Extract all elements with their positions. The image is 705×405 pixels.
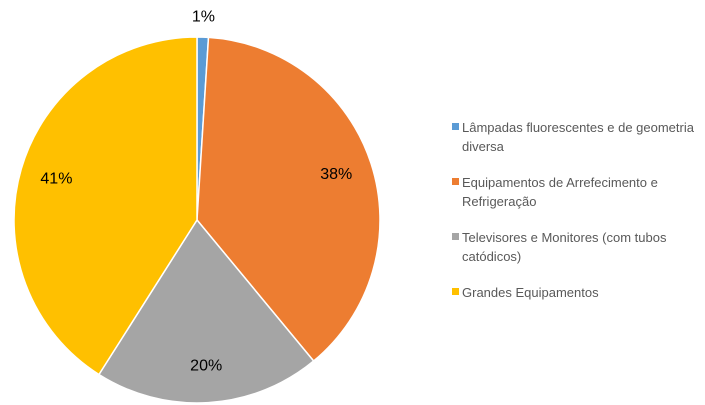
legend-label: Televisores e Monitores (com tubos catód… <box>462 230 667 264</box>
legend-swatch <box>452 123 459 130</box>
legend-item: Grandes Equipamentos <box>452 283 705 302</box>
pie-slice <box>13 36 198 376</box>
legend-item: Televisores e Monitores (com tubos catód… <box>452 228 705 266</box>
data-label: 41% <box>40 170 72 187</box>
legend-item: Lâmpadas fluorescentes e de geometria di… <box>452 118 705 156</box>
legend-swatch <box>452 233 459 240</box>
pie-slice <box>97 218 315 404</box>
legend-label: Lâmpadas fluorescentes e de geometria di… <box>462 120 694 154</box>
data-label: 1% <box>192 8 215 25</box>
legend: Lâmpadas fluorescentes e de geometria di… <box>452 118 705 319</box>
legend-label: Equipamentos de Arrefecimento e Refriger… <box>462 175 658 209</box>
data-label: 20% <box>190 357 222 374</box>
legend-swatch <box>452 178 459 185</box>
legend-swatch <box>452 288 459 295</box>
legend-label: Grandes Equipamentos <box>462 285 599 300</box>
data-label: 38% <box>320 166 352 183</box>
legend-item: Equipamentos de Arrefecimento e Refriger… <box>452 173 705 211</box>
pie-slice <box>196 36 381 363</box>
